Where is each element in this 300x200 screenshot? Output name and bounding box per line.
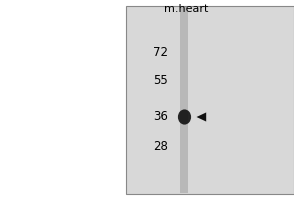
FancyBboxPatch shape xyxy=(180,7,188,193)
Polygon shape xyxy=(196,112,206,122)
Text: 28: 28 xyxy=(153,140,168,154)
Ellipse shape xyxy=(178,109,191,125)
Text: 55: 55 xyxy=(153,74,168,88)
Text: 72: 72 xyxy=(153,46,168,60)
FancyBboxPatch shape xyxy=(294,0,300,200)
Text: m.heart: m.heart xyxy=(164,4,208,14)
FancyBboxPatch shape xyxy=(126,6,294,194)
Text: 36: 36 xyxy=(153,110,168,123)
